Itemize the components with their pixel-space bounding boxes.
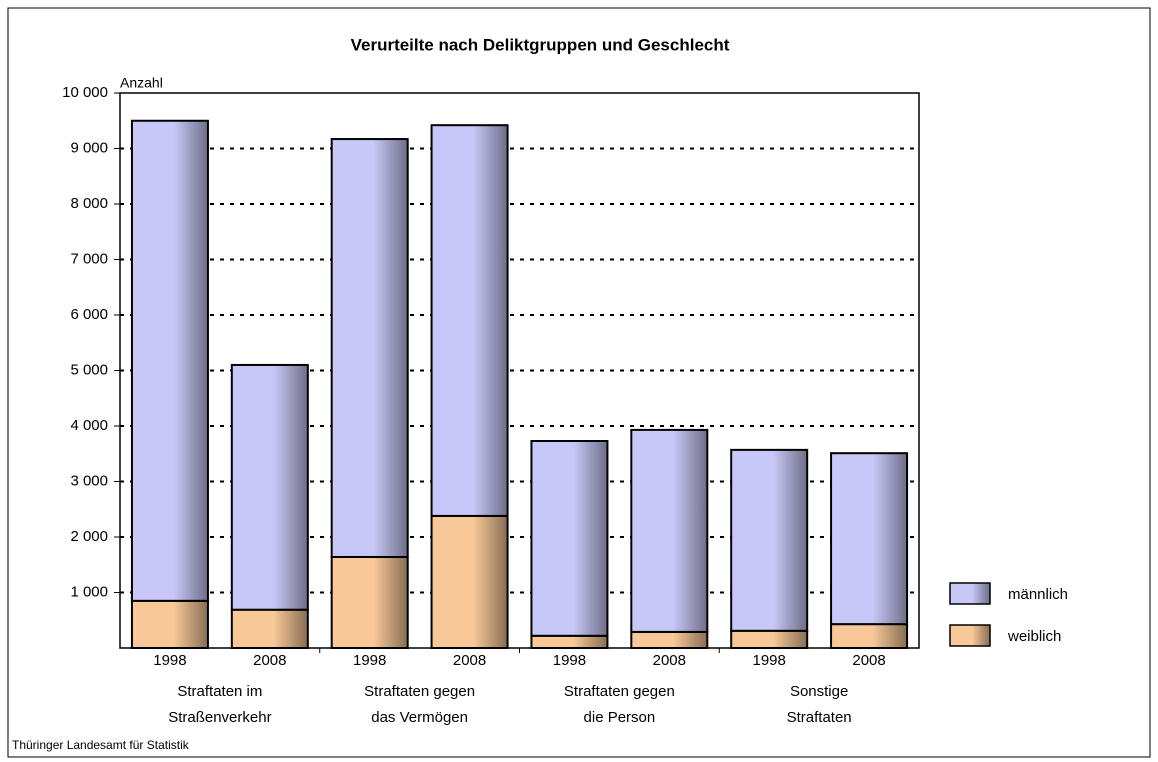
- bar-segment: [130, 599, 209, 650]
- y-tick-label: 7 000: [70, 250, 108, 267]
- y-tick-label: 2 000: [70, 528, 108, 545]
- y-tick-label: 6 000: [70, 306, 108, 323]
- bar-segment: [130, 119, 209, 602]
- y-tick-label: 8 000: [70, 195, 108, 212]
- chart-title: Verurteilte nach Deliktgruppen und Gesch…: [351, 35, 730, 54]
- x-tick-label: 2008: [653, 652, 686, 669]
- bar-segment: [630, 428, 709, 633]
- x-tick-label: 2008: [453, 652, 486, 669]
- legend-swatch: [949, 624, 991, 647]
- group-label: die Person: [584, 709, 656, 726]
- group-label: Straftaten im: [177, 683, 262, 700]
- bar-segment: [330, 138, 409, 558]
- bar-segment: [730, 629, 809, 649]
- y-tick-label: 9 000: [70, 139, 108, 156]
- x-tick-label: 1998: [753, 652, 786, 669]
- bar-segment: [230, 363, 309, 611]
- y-tick-label: 5 000: [70, 361, 108, 378]
- bar-segment: [530, 634, 609, 649]
- group-label: Straftaten gegen: [364, 683, 475, 700]
- x-tick-label: 1998: [353, 652, 386, 669]
- x-tick-label: 2008: [253, 652, 286, 669]
- group-label: das Vermögen: [371, 709, 468, 726]
- x-tick-label: 1998: [153, 652, 186, 669]
- group-label: Straftaten: [787, 709, 852, 726]
- x-tick-label: 2008: [852, 652, 885, 669]
- bar-segment: [830, 452, 909, 626]
- bar-segment: [730, 448, 809, 632]
- group-label: Sonstige: [790, 683, 848, 700]
- x-tick-label: 1998: [553, 652, 586, 669]
- y-tick-label: 1 000: [70, 583, 108, 600]
- y-tick-label: 10 000: [62, 84, 108, 101]
- bar-segment: [530, 439, 609, 637]
- bar-segment: [230, 608, 309, 650]
- y-tick-label: 3 000: [70, 472, 108, 489]
- y-axis-label: Anzahl: [120, 75, 163, 91]
- legend-swatch: [949, 582, 991, 605]
- y-tick-label: 4 000: [70, 417, 108, 434]
- source: Thüringer Landesamt für Statistik: [12, 738, 190, 752]
- group-label: Straftaten gegen: [564, 683, 675, 700]
- group-label: Straßenverkehr: [168, 709, 271, 726]
- bar-segment: [830, 623, 909, 650]
- bar-segment: [430, 514, 509, 649]
- bar-segment: [430, 124, 509, 517]
- legend-label: männlich: [1008, 586, 1068, 603]
- legend-label: weiblich: [1007, 628, 1061, 645]
- bar-segment: [330, 555, 409, 649]
- bar-segment: [630, 630, 709, 650]
